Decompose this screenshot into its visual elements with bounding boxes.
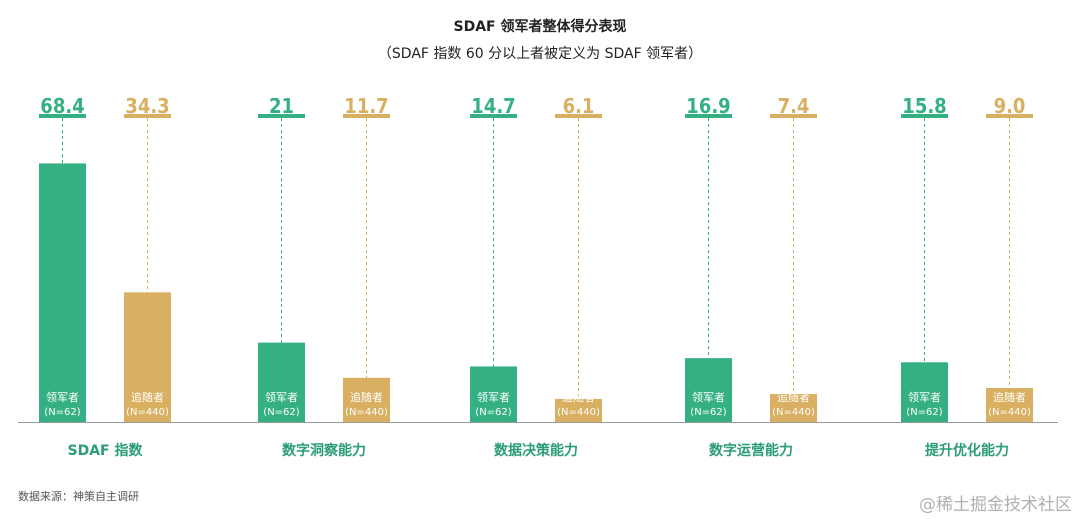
value-label-underline <box>901 114 948 118</box>
sample-size-label: (N=62) <box>475 407 511 418</box>
sample-size-label: (N=440) <box>557 407 600 418</box>
value-label-underline <box>124 114 171 118</box>
value-label-underline <box>685 114 732 118</box>
series-name-label: 追随者 <box>562 390 595 404</box>
data-label: 11.7 <box>344 94 388 118</box>
chart-subtitle: （SDAF 指数 60 分以上者被定义为 SDAF 领军者） <box>377 46 703 62</box>
sample-size-label: (N=62) <box>263 407 299 418</box>
bar <box>986 387 1033 422</box>
data-label: 14.7 <box>471 94 515 118</box>
value-label-underline <box>986 114 1033 118</box>
sample-size-label: (N=62) <box>906 407 942 418</box>
value-label-underline <box>470 114 517 118</box>
sample-size-label: (N=62) <box>44 407 80 418</box>
bar <box>258 342 305 422</box>
bar <box>470 366 517 422</box>
series-name-label: 领军者 <box>265 391 298 404</box>
chart-title: SDAF 领军者整体得分表现 <box>453 19 627 35</box>
sample-size-label: (N=440) <box>345 407 388 418</box>
sample-size-label: (N=440) <box>988 407 1031 418</box>
bar <box>343 377 390 422</box>
series-name-label: 追随者 <box>777 390 810 404</box>
data-label: 21 <box>269 94 294 118</box>
bar <box>39 163 86 422</box>
watermark: @稀土掘金技术社区 <box>919 495 1072 515</box>
series-name-label: 领军者 <box>46 391 79 404</box>
bar <box>124 292 171 422</box>
value-label-underline <box>343 114 390 118</box>
category-label: SDAF 指数 <box>68 442 144 459</box>
bar <box>770 394 817 422</box>
data-source-note: 数据来源：神策自主调研 <box>18 490 139 503</box>
series-name-label: 追随者 <box>131 390 164 404</box>
data-label: 15.8 <box>902 94 946 118</box>
category-label: 数据决策能力 <box>494 442 578 459</box>
series-name-label: 追随者 <box>350 390 383 404</box>
data-label: 9.0 <box>994 94 1026 118</box>
sample-size-label: (N=440) <box>772 407 815 418</box>
bar <box>555 398 602 422</box>
value-label-underline <box>39 114 86 118</box>
data-label: 34.3 <box>125 94 169 118</box>
series-name-label: 领军者 <box>908 391 941 404</box>
category-label: 数字洞察能力 <box>282 442 366 459</box>
category-label: 提升优化能力 <box>925 442 1009 459</box>
bar <box>901 362 948 422</box>
series-name-label: 领军者 <box>477 391 510 404</box>
data-label: 16.9 <box>686 94 730 118</box>
value-label-underline <box>770 114 817 118</box>
series-name-label: 追随者 <box>993 390 1026 404</box>
sample-size-label: (N=440) <box>126 407 169 418</box>
data-label: 7.4 <box>778 94 810 118</box>
bar <box>685 358 732 422</box>
data-label: 6.1 <box>563 94 595 118</box>
value-label-underline <box>258 114 305 118</box>
series-name-label: 领军者 <box>692 391 725 404</box>
value-label-underline <box>555 114 602 118</box>
data-label: 68.4 <box>40 94 84 118</box>
category-label: 数字运营能力 <box>709 442 793 459</box>
sample-size-label: (N=62) <box>690 407 726 418</box>
